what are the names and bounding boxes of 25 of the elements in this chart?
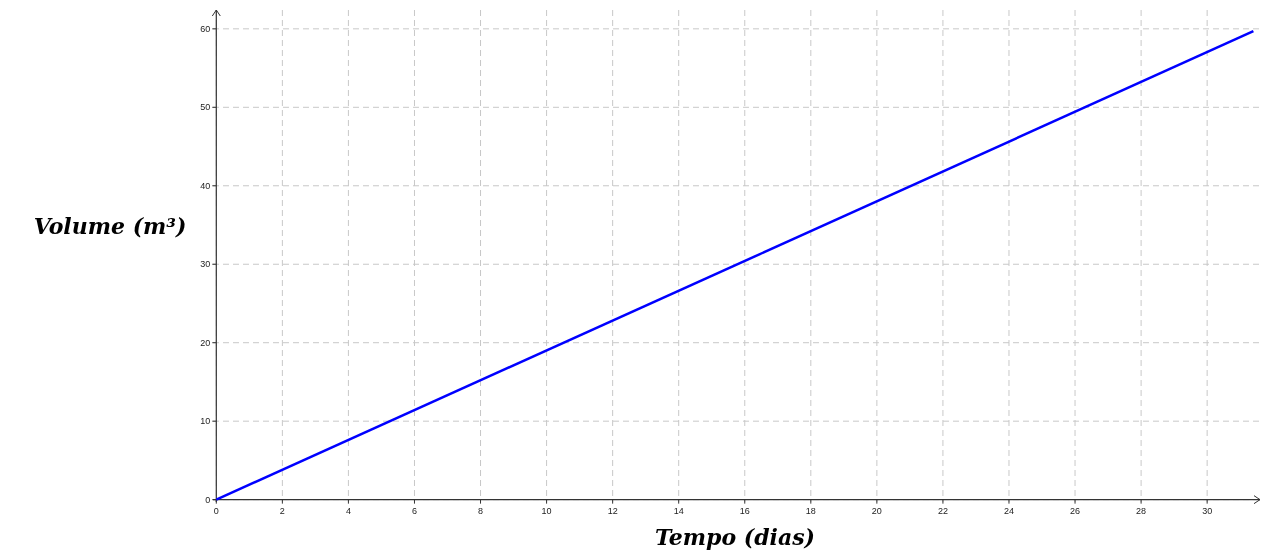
x-tick-label: 2 xyxy=(279,505,285,516)
x-tick-label: 12 xyxy=(607,505,618,516)
y-tick-label: 50 xyxy=(200,102,211,113)
x-tick-label: 18 xyxy=(805,505,816,516)
y-tick-label: 0 xyxy=(205,494,211,505)
y-tick-label: 30 xyxy=(200,259,211,270)
y-tick-label: 40 xyxy=(200,180,211,191)
x-tick-label: 28 xyxy=(1136,505,1147,516)
x-tick-label: 20 xyxy=(871,505,882,516)
x-tick-label: 4 xyxy=(345,505,351,516)
y-axis-title: Volume (m³) xyxy=(33,213,187,239)
x-tick-label: 0 xyxy=(213,505,219,516)
y-tick-label: 20 xyxy=(200,337,211,348)
y-tick-label: 10 xyxy=(200,416,211,427)
x-tick-label: 10 xyxy=(541,505,552,516)
x-tick-label: 6 xyxy=(411,505,417,516)
x-tick-label: 24 xyxy=(1003,505,1014,516)
x-tick-label: 30 xyxy=(1202,505,1213,516)
x-tick-label: 8 xyxy=(478,505,484,516)
x-tick-label: 16 xyxy=(739,505,750,516)
x-tick-label: 26 xyxy=(1070,505,1081,516)
x-tick-label: 22 xyxy=(937,505,948,516)
x-tick-label: 14 xyxy=(673,505,684,516)
y-tick-label: 60 xyxy=(200,23,211,34)
x-axis-title: Tempo (dias) xyxy=(654,524,816,550)
